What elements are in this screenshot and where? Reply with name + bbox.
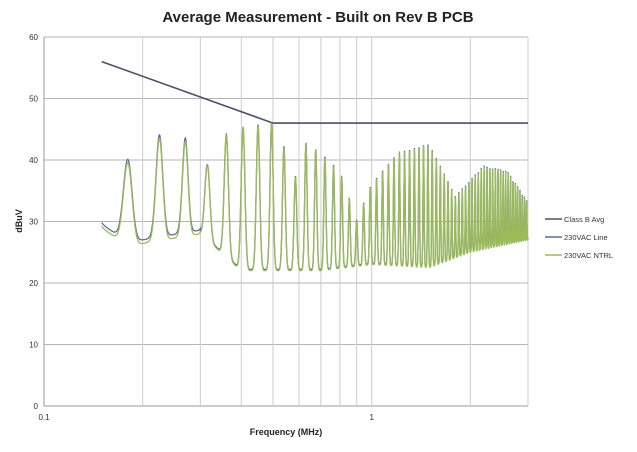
legend: Class B Avg 230VAC Line 230VAC NTRL: [545, 215, 613, 260]
x-tick-label: 1: [369, 413, 374, 422]
x-tick-label: 0.1: [38, 413, 50, 422]
y-tick-label: 40: [29, 156, 38, 165]
tick-labels: 0 10 20 30 40 50 60 0.1 1: [29, 33, 374, 422]
series-line-class-b-avg: [101, 60, 528, 124]
chart-title: Average Measurement - Built on Rev B PCB: [162, 9, 473, 26]
y-tick-label: 60: [29, 33, 38, 42]
series-line-230vac-ntrl: [101, 123, 529, 272]
y-tick-label: 0: [34, 402, 39, 411]
x-axis-label: Frequency (MHz): [250, 427, 323, 437]
legend-label: 230VAC Line: [564, 233, 608, 242]
y-axis-label: dBuV: [14, 209, 24, 233]
series-lines: [101, 60, 529, 272]
y-tick-label: 10: [29, 341, 38, 350]
legend-label: Class B Avg: [564, 215, 604, 224]
legend-label: 230VAC NTRL: [564, 251, 613, 260]
y-tick-label: 50: [29, 95, 38, 104]
y-tick-label: 30: [29, 218, 38, 227]
gridlines: [43, 36, 529, 407]
y-tick-label: 20: [29, 279, 38, 288]
